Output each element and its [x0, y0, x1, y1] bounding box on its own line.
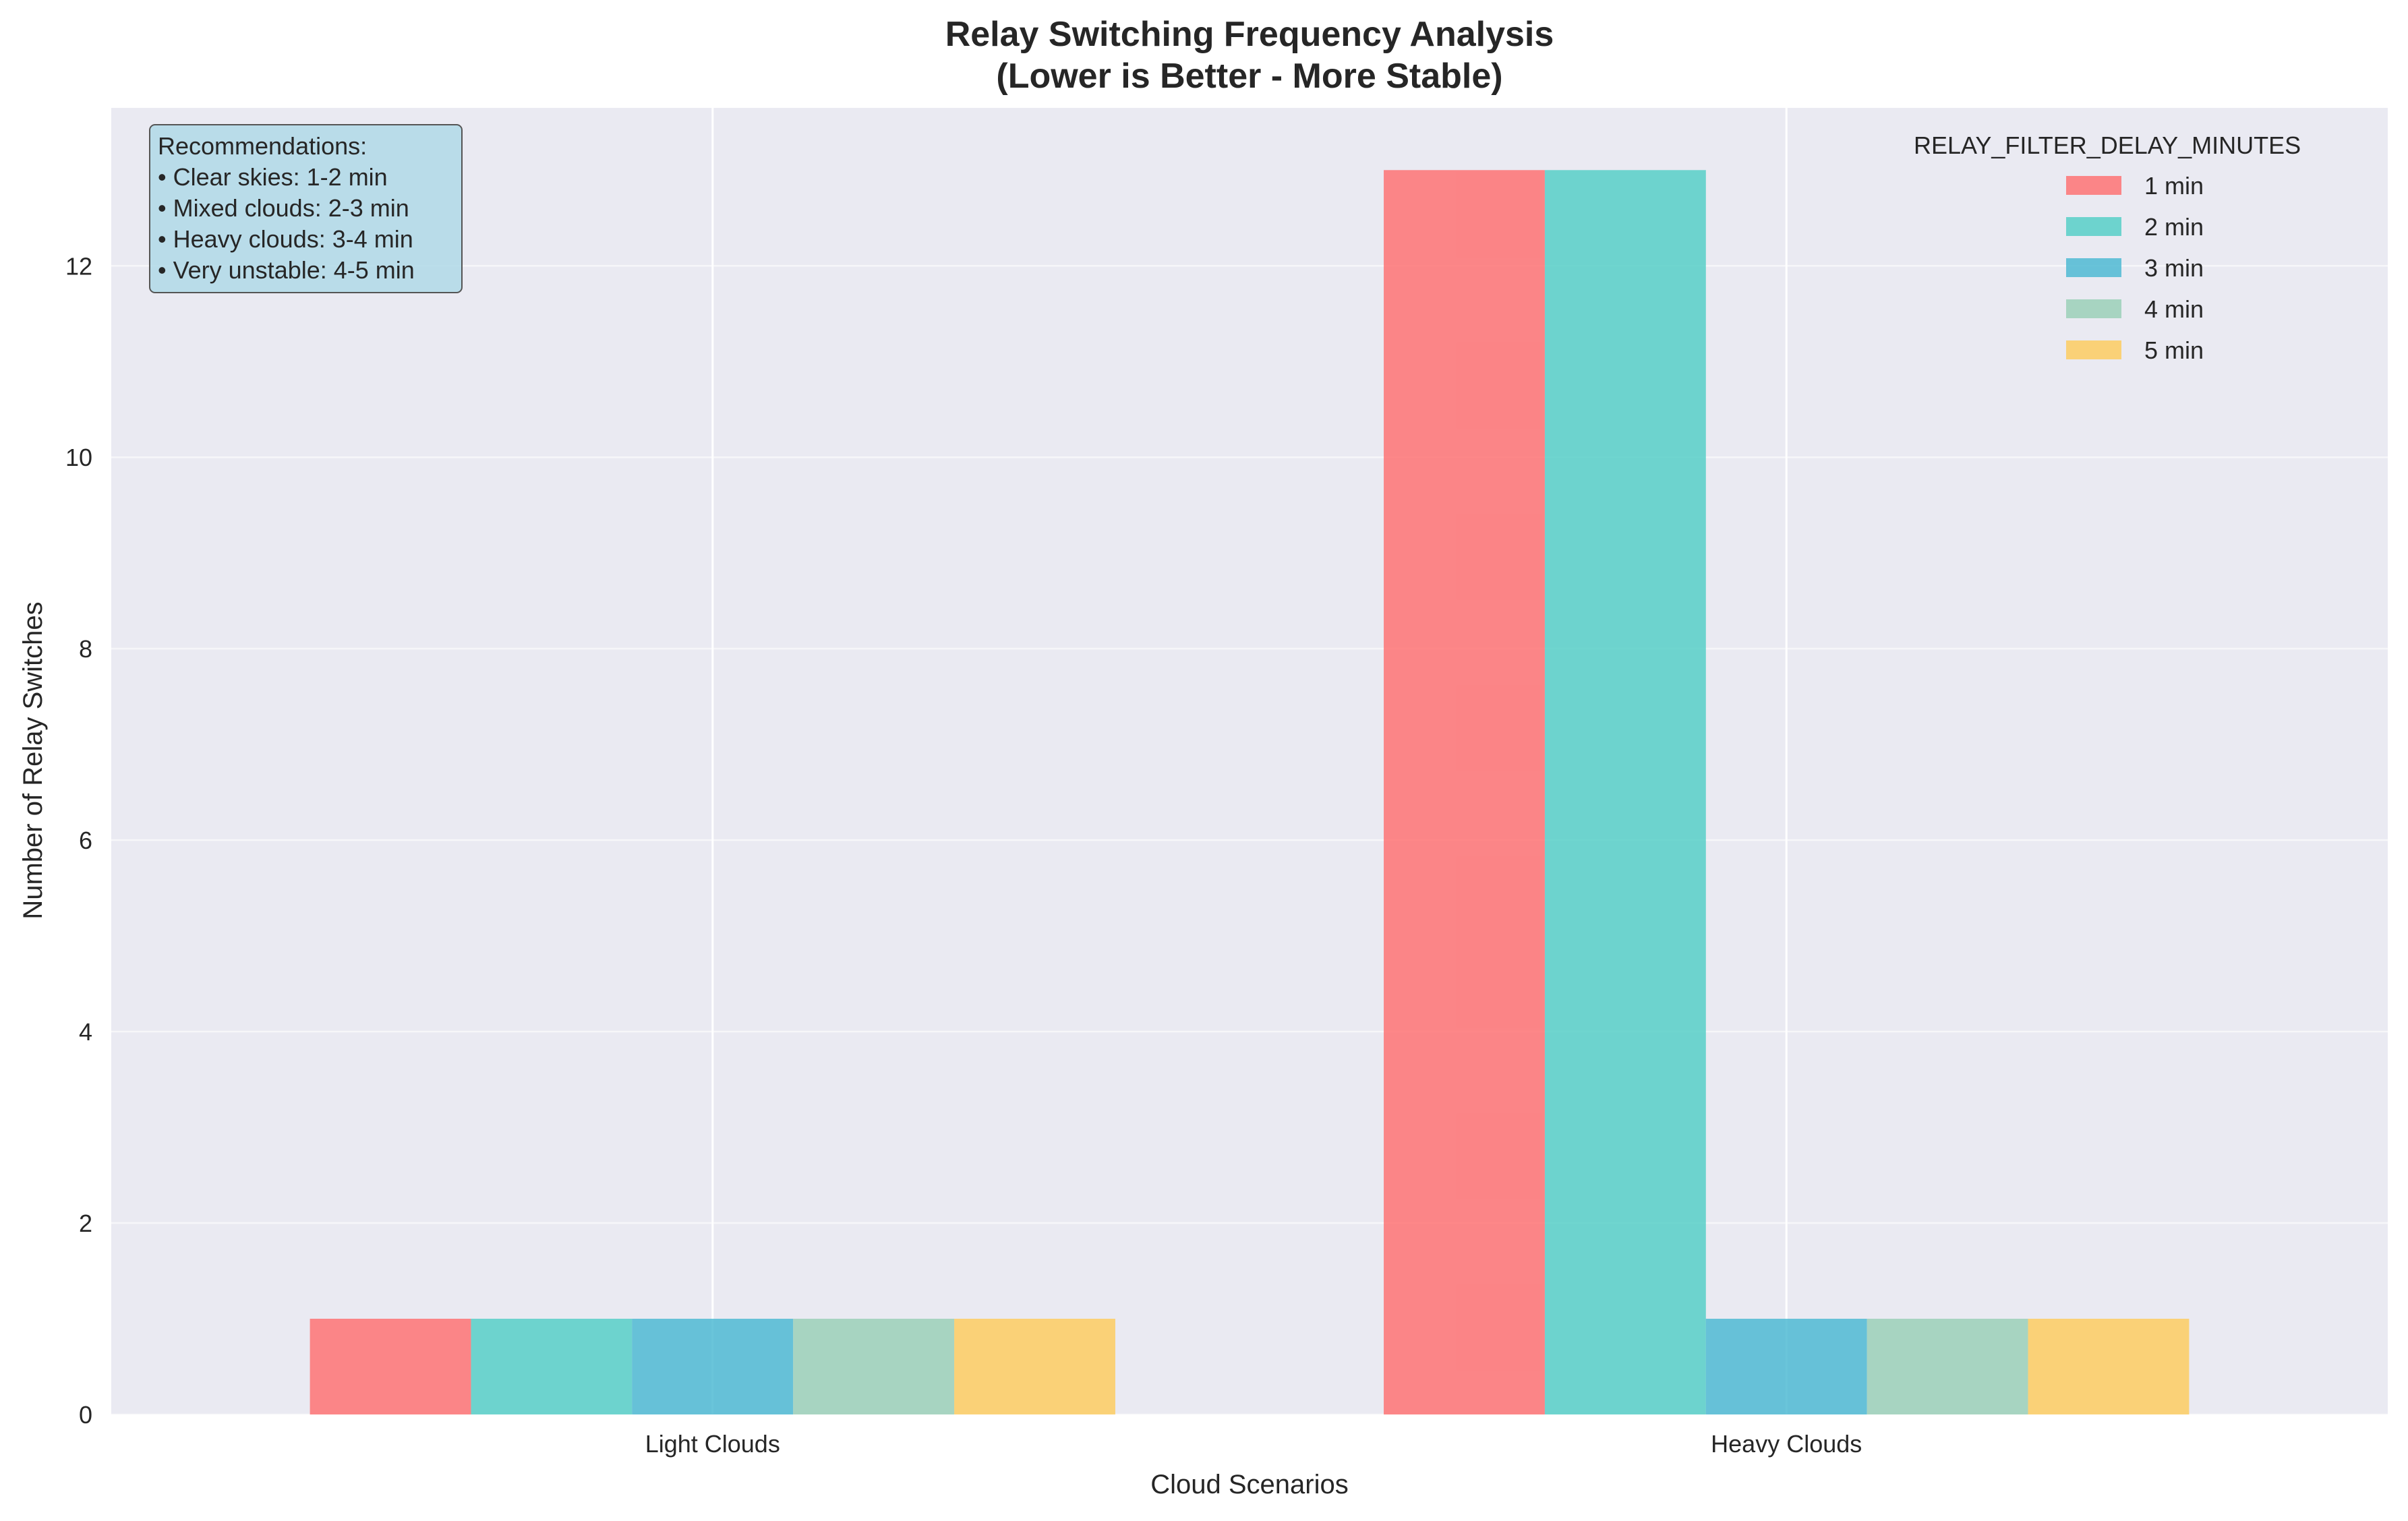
bar: [1544, 170, 1706, 1414]
x-axis-ticks: Light Clouds Heavy Clouds: [645, 1430, 1862, 1458]
legend: RELAY_FILTER_DELAY_MINUTES 1 min 2 min 3 mi…: [1914, 131, 2301, 364]
annotation-line: Recommendations:: [158, 132, 367, 160]
annotation-line: • Heavy clouds: 3-4 min: [158, 225, 413, 253]
bar: [1867, 1319, 2028, 1414]
legend-label: 1 min: [2144, 172, 2204, 200]
y-tick-label: 8: [79, 635, 92, 663]
annotation-box: [149, 124, 463, 293]
legend-swatch: [2066, 258, 2121, 277]
annotation-line: • Mixed clouds: 2-3 min: [158, 194, 409, 222]
annotation-line: • Clear skies: 1-2 min: [158, 163, 388, 191]
bar: [793, 1319, 955, 1414]
annotation-line: • Very unstable: 4-5 min: [158, 256, 415, 284]
bar: [2028, 1319, 2190, 1414]
y-tick-label: 2: [79, 1210, 92, 1237]
legend-label: 5 min: [2144, 336, 2204, 364]
y-tick-label: 4: [79, 1018, 92, 1046]
y-tick-label: 12: [65, 252, 92, 280]
bar: [1705, 1319, 1867, 1414]
y-tick-label: 10: [65, 444, 92, 471]
legend-swatch: [2066, 340, 2121, 359]
legend-label: 4 min: [2144, 295, 2204, 323]
x-tick-label: Light Clouds: [645, 1430, 780, 1458]
legend-swatch: [2066, 299, 2121, 318]
plot-area: [111, 108, 2388, 1414]
gridlines: [111, 108, 2388, 1416]
bar: [310, 1319, 471, 1414]
chart-subtitle: (Lower is Better - More Stable): [996, 57, 1502, 96]
y-tick-label: 6: [79, 827, 92, 854]
legend-swatch: [2066, 176, 2121, 195]
bar: [954, 1319, 1115, 1414]
y-axis-ticks: 0 2 4 6 8 10 12: [65, 252, 92, 1429]
y-tick-label: 0: [79, 1401, 92, 1429]
recommendations-box: Recommendations: • Clear skies: 1-2 min • …: [149, 124, 463, 293]
y-axis-label: Number of Relay Switches: [18, 601, 48, 919]
bars: [310, 170, 2190, 1414]
bar: [632, 1319, 794, 1414]
x-tick-label: Heavy Clouds: [1711, 1430, 1862, 1458]
legend-title: RELAY_FILTER_DELAY_MINUTES: [1914, 131, 2301, 159]
chart-title: Relay Switching Frequency Analysis: [945, 15, 1554, 54]
x-axis-label: Cloud Scenarios: [1150, 1470, 1349, 1499]
legend-swatch: [2066, 217, 2121, 236]
bar: [471, 1319, 633, 1414]
legend-label: 2 min: [2144, 213, 2204, 241]
legend-label: 3 min: [2144, 254, 2204, 282]
bar: [1384, 170, 1545, 1414]
